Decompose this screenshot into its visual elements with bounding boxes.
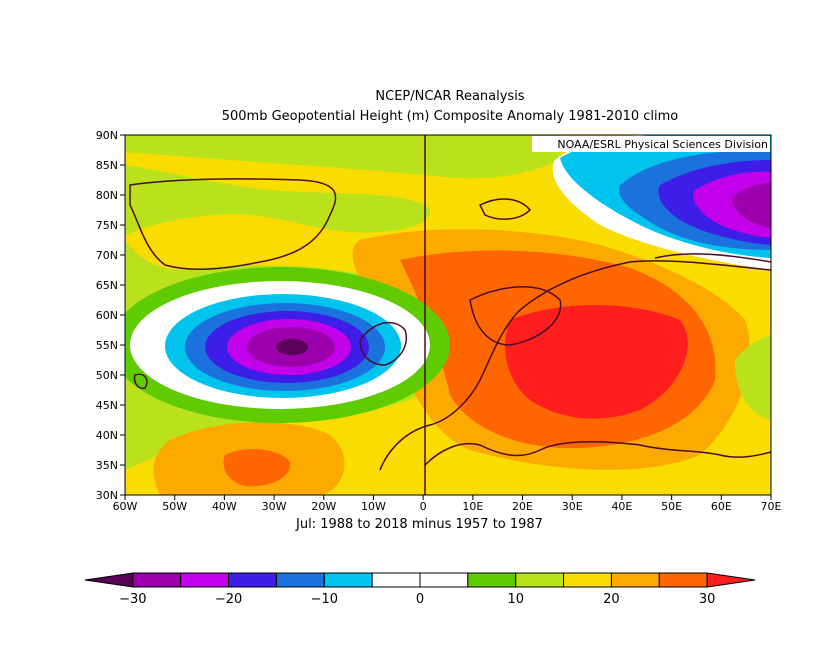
lon-axis: 60W 50W 40W 30W 20W 10W 0 10E 20E 30E 40E 50E 60E 70E	[113, 495, 782, 513]
colorbar-cell	[275, 572, 325, 588]
colorbar-label: 10	[507, 592, 524, 607]
lon-tick-label: 70E	[761, 500, 782, 513]
lat-tick-label: 80N	[96, 189, 118, 202]
colorbar-label: −30	[119, 592, 146, 607]
lon-tick-label: 20E	[512, 500, 533, 513]
colorbar-cell	[610, 572, 660, 588]
band-north-light-green	[125, 135, 560, 179]
colorbar-cell	[132, 572, 182, 588]
lat-tick-label: 60N	[96, 309, 118, 322]
chart-title: NCEP/NCAR Reanalysis	[375, 89, 525, 104]
lon-tick-label: 50W	[162, 500, 187, 513]
lon-tick-label: 40W	[212, 500, 237, 513]
lat-tick-label: 70N	[96, 249, 118, 262]
lon-tick-label: 60W	[113, 500, 138, 513]
lat-tick-label: 90N	[96, 129, 118, 142]
colorbar-cell	[658, 572, 708, 588]
lon-tick-label: 30W	[262, 500, 287, 513]
colorbar-cell	[419, 572, 469, 588]
colorbar-label: −10	[311, 592, 338, 607]
colorbar-cell	[371, 572, 421, 588]
field-azores-darkorange	[223, 449, 291, 487]
colorbar-cells	[84, 572, 756, 588]
lon-tick-label: 40E	[611, 500, 632, 513]
colorbar-cell	[515, 572, 565, 588]
lat-tick-label: 55N	[96, 339, 118, 352]
lon-tick-label: 20W	[311, 500, 336, 513]
lat-axis: 90N 85N 80N 75N 70N 65N 60N 55N 50N 45N 40N 35N 30N	[96, 129, 125, 502]
colorbar-label: −20	[215, 592, 242, 607]
colorbar-cell	[467, 572, 517, 588]
colorbar-labels: −30 −20 −10 0 10 20 30	[119, 592, 715, 607]
lat-tick-label: 30N	[96, 489, 118, 502]
field-europe-red	[505, 305, 688, 419]
colorbar-label: 0	[416, 592, 424, 607]
colorbar-cell	[180, 572, 230, 588]
low-core	[276, 339, 308, 355]
colorbar-cell	[706, 572, 756, 588]
lon-tick-label: 30E	[562, 500, 583, 513]
colorbar-cell	[228, 572, 277, 588]
coastlines	[129, 178, 771, 471]
arctic-low-purple	[732, 182, 771, 228]
lat-tick-label: 50N	[96, 369, 118, 382]
lon-tick-label: 10E	[462, 500, 483, 513]
colorbar-cell	[323, 572, 373, 588]
lat-tick-label: 85N	[96, 159, 118, 172]
chart-subtitle: 500mb Geopotential Height (m) Composite …	[221, 109, 679, 124]
field-east-green	[735, 335, 771, 420]
credit-box	[532, 136, 770, 152]
credit-text: NOAA/ESRL Physical Sciences Division	[557, 138, 768, 151]
lon-tick-label: 10W	[361, 500, 386, 513]
colorbar-cell	[563, 572, 612, 588]
lon-tick-label: 0	[420, 500, 427, 513]
colorbar-label: 30	[699, 592, 716, 607]
lon-tick-label: 60E	[711, 500, 732, 513]
lon-tick-label: 50E	[661, 500, 682, 513]
lat-tick-label: 40N	[96, 429, 118, 442]
field-greenland-green	[125, 165, 430, 235]
lat-tick-label: 75N	[96, 219, 118, 232]
colorbar-label: 20	[603, 592, 620, 607]
map-field	[125, 135, 771, 495]
lat-tick-label: 35N	[96, 459, 118, 472]
lat-tick-label: 65N	[96, 279, 118, 292]
colorbar-cell	[84, 572, 134, 588]
composite-label: Jul: 1988 to 2018 minus 1957 to 1987	[296, 517, 543, 532]
lat-tick-label: 45N	[96, 399, 118, 412]
